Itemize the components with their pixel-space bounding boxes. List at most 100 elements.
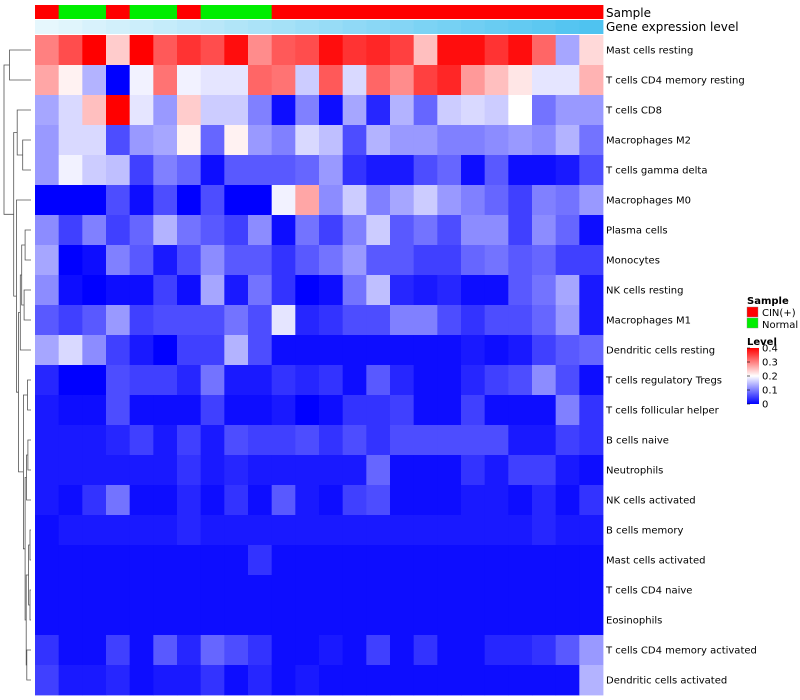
dendrogram-branch (16, 109, 31, 156)
heatmap-cell (366, 125, 391, 156)
heatmap-cell (153, 35, 178, 66)
heatmap-cell (555, 155, 580, 186)
heatmap-cell (82, 65, 107, 96)
heatmap-cell (129, 155, 154, 186)
heatmap-cell (532, 95, 557, 126)
heatmap-cell (58, 485, 83, 516)
heatmap-cell (579, 395, 604, 426)
heatmap-cell (366, 65, 391, 96)
heatmap-cell (177, 185, 202, 216)
heatmap-cell (295, 305, 320, 336)
expression-annotation-cell (366, 20, 391, 34)
heatmap-cell (413, 395, 438, 426)
heatmap-cell (106, 215, 131, 246)
heatmap-cell (58, 515, 83, 546)
heatmap-cell (461, 665, 486, 696)
heatmap-cell (555, 485, 580, 516)
heatmap-cell (319, 395, 344, 426)
heatmap-cell (461, 515, 486, 546)
heatmap-cell (224, 365, 249, 396)
heatmap-cell (484, 395, 509, 426)
heatmap-cell (390, 605, 415, 636)
heatmap-cell (200, 245, 225, 276)
sample-annotation-cell (342, 5, 367, 19)
heatmap-cell (579, 515, 604, 546)
row-label-dendritic-cells-resting: Dendritic cells resting (606, 346, 715, 357)
heatmap-cell (461, 65, 486, 96)
heatmap-cell (129, 215, 154, 246)
heatmap-cell (390, 515, 415, 546)
heatmap-cell (224, 665, 249, 696)
heatmap-cell (437, 335, 462, 366)
dendrogram-branch (26, 454, 31, 501)
heatmap-cell (366, 365, 391, 396)
heatmap-cell (579, 365, 604, 396)
heatmap-cell (129, 455, 154, 486)
heatmap-cell (224, 545, 249, 576)
heatmap-cell (319, 575, 344, 606)
expression-annotation-cell (413, 20, 438, 34)
heatmap-cell (295, 515, 320, 546)
row-label-t-cells-cd8: T cells CD8 (605, 106, 662, 117)
heatmap-cell (35, 35, 60, 66)
heatmap-cell (366, 605, 391, 636)
heatmap-cell (319, 515, 344, 546)
heatmap-cell (319, 185, 344, 216)
heatmap-cell (579, 95, 604, 126)
heatmap-cell (271, 665, 296, 696)
sample-annotation-cell (579, 5, 604, 19)
heatmap-cell (58, 545, 83, 576)
heatmap-cell (437, 215, 462, 246)
heatmap-cell (153, 665, 178, 696)
heatmap-cell (532, 425, 557, 456)
sample-annotation-cell (271, 5, 296, 19)
heatmap-cell (82, 545, 107, 576)
heatmap-cell (58, 35, 83, 66)
heatmap-cell (35, 665, 60, 696)
heatmap-cell (177, 215, 202, 246)
heatmap-cell (437, 245, 462, 276)
heatmap-cell (484, 35, 509, 66)
heatmap-cell (437, 605, 462, 636)
sample-annotation-cell (532, 5, 557, 19)
heatmap-cell (82, 425, 107, 456)
expression-annotation-cell (508, 20, 533, 34)
heatmap-cell (200, 65, 225, 96)
heatmap-cell (271, 95, 296, 126)
sample-annotation-cell (106, 5, 131, 19)
heatmap-cell (390, 635, 415, 666)
heatmap-cell (82, 455, 107, 486)
heatmap-cell (106, 515, 131, 546)
heatmap-cell (82, 275, 107, 306)
heatmap-cell (508, 545, 533, 576)
heatmap-cell (35, 95, 60, 126)
heatmap-cell (484, 335, 509, 366)
heatmap-cell (390, 305, 415, 336)
heatmap-cell (413, 245, 438, 276)
heatmap-cell (58, 245, 83, 276)
heatmap-cell (532, 545, 557, 576)
heatmap-cell (413, 335, 438, 366)
heatmap-cell (319, 665, 344, 696)
sample-annotation-cell (224, 5, 249, 19)
heatmap-cell (437, 545, 462, 576)
heatmap-cell (271, 125, 296, 156)
heatmap-cell (200, 215, 225, 246)
heatmap-cell (58, 65, 83, 96)
heatmap-cell (390, 215, 415, 246)
heatmap-cell (224, 185, 249, 216)
heatmap-cell (200, 455, 225, 486)
heatmap-cell (390, 485, 415, 516)
heatmap-cell (82, 35, 107, 66)
heatmap-cell (390, 455, 415, 486)
heatmap-cell (484, 65, 509, 96)
heatmap-cell (555, 65, 580, 96)
heatmap-cell (106, 485, 131, 516)
heatmap-cell (200, 575, 225, 606)
level-tick-label: 0.3 (762, 358, 778, 369)
heatmap-cell (106, 425, 131, 456)
heatmap-cell (295, 365, 320, 396)
sample-legend-label-cin: CIN(+) (762, 308, 796, 319)
heatmap-cell (106, 665, 131, 696)
expression-annotation-cell (319, 20, 344, 34)
